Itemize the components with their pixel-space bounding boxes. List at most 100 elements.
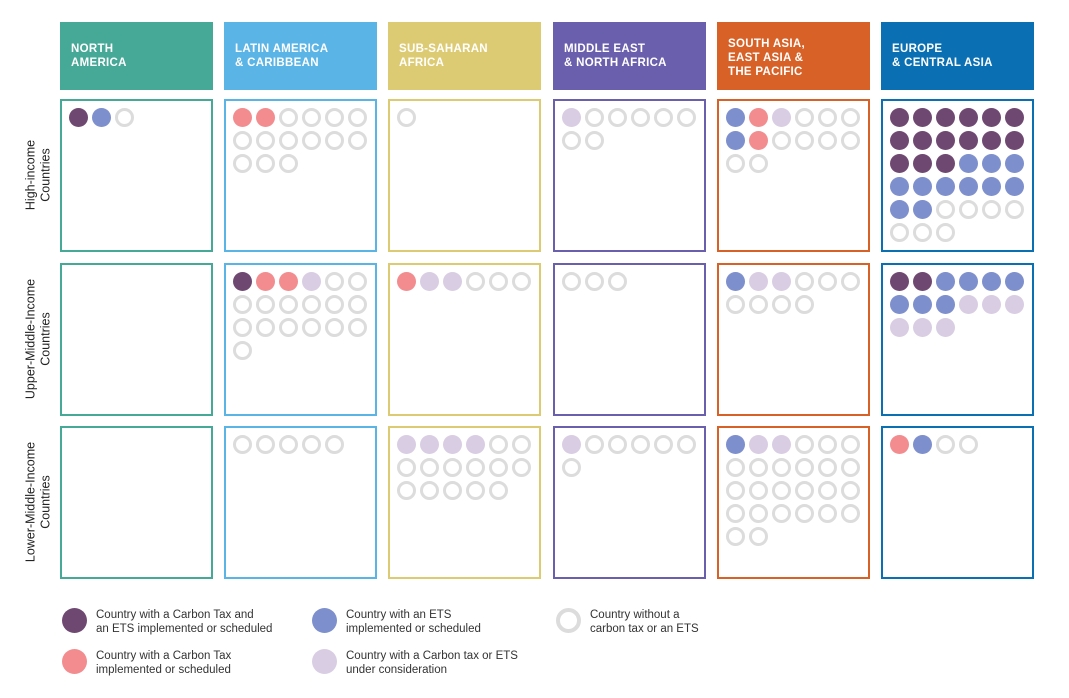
country-dot-cons: [913, 318, 932, 337]
country-dot-ets: [726, 108, 745, 127]
country-dot-none: [302, 108, 321, 127]
country-dot-none: [677, 108, 696, 127]
country-dot-tax: [749, 131, 768, 150]
country-dot-none: [585, 131, 604, 150]
country-dot-ets: [913, 200, 932, 219]
country-dot-none: [348, 295, 367, 314]
country-dot-none: [489, 435, 508, 454]
country-dot-none: [279, 318, 298, 337]
country-dot-none: [256, 435, 275, 454]
country-dot-ctx: [913, 154, 932, 173]
country-dot-none: [279, 295, 298, 314]
country-dot-none: [489, 458, 508, 477]
cell-lower-eca: [881, 426, 1034, 579]
country-dot-cons: [772, 435, 791, 454]
income-label-lower: Lower-Middle-Income Countries: [23, 441, 53, 563]
country-dot-none: [726, 481, 745, 500]
country-dot-none: [256, 318, 275, 337]
country-dot-tax: [279, 272, 298, 291]
country-dot-none: [233, 435, 252, 454]
country-dot-none: [936, 200, 955, 219]
legend-item-none: Country without a carbon tax or an ETS: [556, 608, 699, 636]
legend-item-cons: Country with a Carbon tax or ETS under c…: [312, 649, 518, 677]
country-dot-cons: [302, 272, 321, 291]
country-dot-none: [959, 200, 978, 219]
country-dot-cons: [443, 272, 462, 291]
country-dot-none: [982, 200, 1001, 219]
country-dot-none: [841, 481, 860, 500]
country-dot-ctx: [959, 131, 978, 150]
country-dot-ctx: [890, 154, 909, 173]
cell-lower-mena: [553, 426, 706, 579]
legend-swatch-cons: [312, 649, 337, 674]
country-dot-ctx: [936, 108, 955, 127]
country-dot-ets: [1005, 154, 1024, 173]
country-dot-none: [795, 504, 814, 523]
country-dot-cons: [772, 108, 791, 127]
country-dot-none: [279, 435, 298, 454]
country-dot-none: [608, 272, 627, 291]
country-dot-none: [772, 131, 791, 150]
region-header-saeap: SOUTH ASIA, EAST ASIA & THE PACIFIC: [717, 22, 870, 90]
country-dot-none: [818, 435, 837, 454]
cell-upper-eca: [881, 263, 1034, 416]
country-dot-none: [443, 481, 462, 500]
country-dot-ctx: [913, 272, 932, 291]
region-header-ssa: SUB-SAHARAN AFRICA: [388, 22, 541, 90]
country-dot-cons: [420, 272, 439, 291]
country-dot-none: [397, 481, 416, 500]
country-dot-none: [233, 154, 252, 173]
country-dot-none: [677, 435, 696, 454]
country-dot-none: [466, 272, 485, 291]
country-dot-none: [325, 272, 344, 291]
country-dot-none: [233, 341, 252, 360]
country-dot-none: [585, 435, 604, 454]
country-dot-none: [890, 223, 909, 242]
country-dot-ctx: [936, 154, 955, 173]
country-dot-cons: [749, 272, 768, 291]
country-dot-none: [795, 481, 814, 500]
country-dot-none: [841, 272, 860, 291]
country-dot-none: [936, 223, 955, 242]
country-dot-none: [562, 131, 581, 150]
income-label-upper: Upper-Middle-Income Countries: [23, 278, 53, 400]
country-dot-none: [772, 504, 791, 523]
country-dot-none: [841, 458, 860, 477]
legend-swatch-ets: [312, 608, 337, 633]
country-dot-cons: [772, 272, 791, 291]
region-header-eca: EUROPE & CENTRAL ASIA: [881, 22, 1034, 90]
country-dot-none: [585, 272, 604, 291]
legend-item-tax: Country with a Carbon Tax implemented or…: [62, 649, 231, 677]
country-dot-cons: [982, 295, 1001, 314]
country-dot-ets: [959, 177, 978, 196]
country-dot-none: [348, 108, 367, 127]
region-header-mena: MIDDLE EAST & NORTH AFRICA: [553, 22, 706, 90]
country-dot-none: [654, 435, 673, 454]
legend-label-none: Country without a carbon tax or an ETS: [590, 609, 699, 635]
income-label-high: High-income Countries: [23, 139, 53, 211]
country-dot-none: [512, 272, 531, 291]
country-dot-none: [325, 435, 344, 454]
country-dot-none: [489, 481, 508, 500]
country-dot-cons: [936, 318, 955, 337]
cell-upper-na: [60, 263, 213, 416]
country-dot-none: [585, 108, 604, 127]
country-dot-ets: [1005, 177, 1024, 196]
cell-high-ssa: [388, 99, 541, 252]
cell-high-eca: [881, 99, 1034, 252]
country-dot-none: [818, 504, 837, 523]
country-dot-none: [233, 295, 252, 314]
legend-label-tax: Country with a Carbon Tax implemented or…: [96, 650, 232, 676]
country-dot-cons: [890, 318, 909, 337]
country-dot-none: [608, 435, 627, 454]
country-dot-ctx: [890, 108, 909, 127]
country-dot-ctx: [1005, 108, 1024, 127]
country-dot-ets: [913, 295, 932, 314]
country-dot-ctx: [890, 131, 909, 150]
country-dot-none: [772, 295, 791, 314]
country-dot-none: [562, 272, 581, 291]
country-dot-none: [726, 154, 745, 173]
country-dot-ets: [913, 435, 932, 454]
country-dot-none: [795, 458, 814, 477]
cell-high-lac: [224, 99, 377, 252]
